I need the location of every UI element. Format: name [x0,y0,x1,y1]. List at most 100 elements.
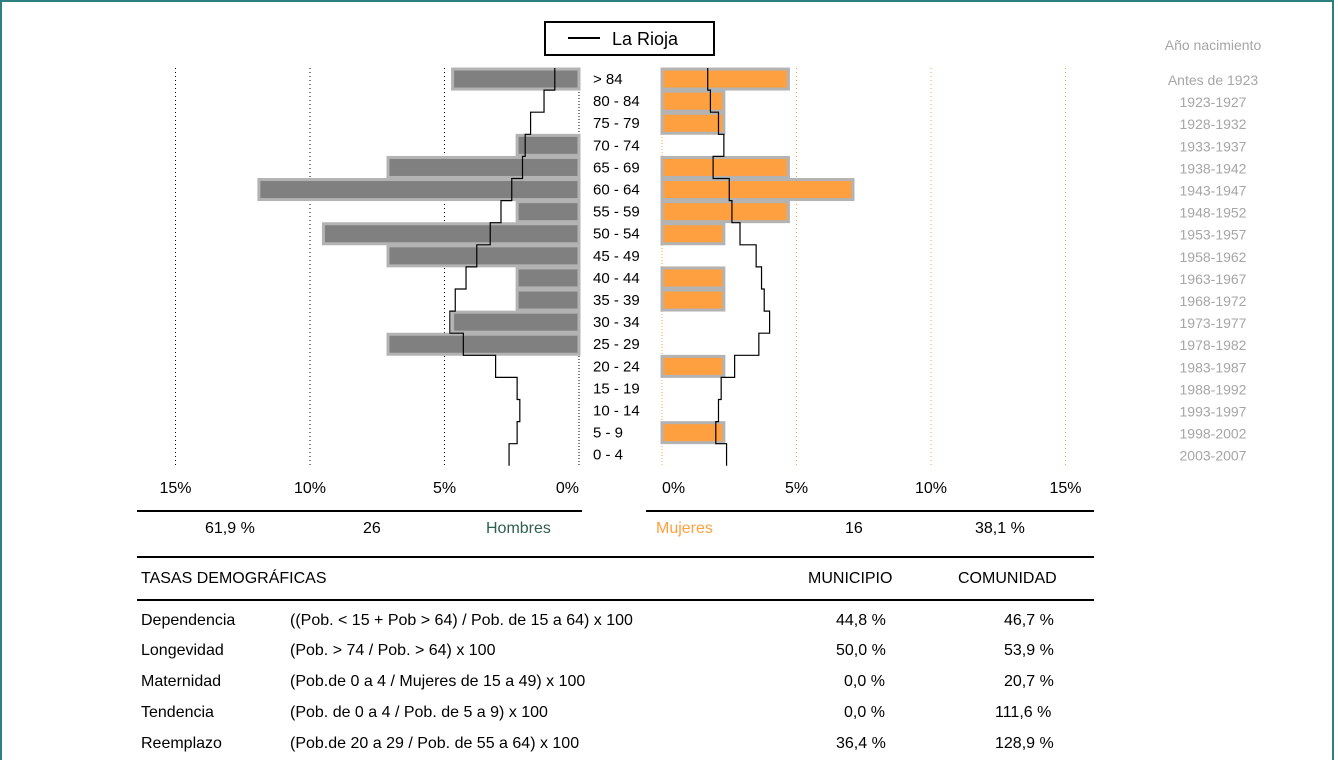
age-group-label: 45 - 49 [593,248,640,265]
rate-comunidad: 46,7 % [1004,612,1054,629]
reference-outline [449,68,771,466]
male-bar [386,332,581,356]
birth-year-label: 1938-1942 [1180,160,1247,176]
rate-comunidad: 111,6 % [995,704,1052,721]
rate-municipio: 0,0 % [844,704,885,721]
birth-year-label: 1953-1957 [1180,227,1247,243]
age-group-label: 15 - 19 [593,380,640,397]
male-bar [451,67,581,91]
x-tick-left: 15% [159,480,191,497]
female-bars [660,67,855,445]
age-group-label: 10 - 14 [593,403,640,420]
reference-line-hombres [449,68,556,466]
rate-formula: (Pob.de 0 a 4 / Mujeres de 15 a 49) x 10… [290,673,586,690]
rate-municipio: 36,4 % [836,735,886,752]
male-bar [257,178,581,202]
x-tick-left: 0% [556,480,579,497]
male-bars [257,67,581,356]
age-group-label: 80 - 84 [593,93,640,110]
birth-year-label: Antes de 1923 [1168,72,1259,88]
male-bar [451,310,581,334]
female-bar [660,222,726,246]
birth-year-list: Antes de 1923 1923-1927 1928-1932 1933-1937… [1168,72,1259,464]
birth-year-label: 1988-1992 [1180,381,1247,397]
birth-year-label: 1998-2002 [1180,426,1247,442]
birth-year-title: Año nacimiento [1165,37,1262,53]
rate-formula: (Pob.de 20 a 29 / Pob. de 55 a 64) x 100 [290,735,580,752]
rates-col-comunidad: COMUNIDAD [958,570,1057,587]
age-group-label: 65 - 69 [593,159,640,176]
rates-col-municipio: MUNICIPIO [808,570,893,587]
rate-name: Longevidad [141,642,224,659]
rate-comunidad: 128,9 % [995,735,1054,752]
rates-top-line [137,556,1094,558]
rate-municipio: 44,8 % [836,612,886,629]
birth-year-label: 1993-1997 [1180,404,1247,420]
rate-comunidad: 20,7 % [1004,673,1054,690]
rate-name: Dependencia [141,612,236,629]
birth-year-label: 1943-1947 [1180,183,1247,199]
rates-header-line [137,599,1094,601]
reference-line-mujeres [707,68,771,466]
female-bar [660,67,790,91]
hombres-label: Hombres [486,520,551,537]
male-bar [515,200,581,224]
female-bar [660,200,790,224]
age-group-label: 30 - 34 [593,314,640,331]
rate-municipio: 0,0 % [844,673,885,690]
rate-name: Maternidad [141,673,222,690]
rate-formula: (Pob. de 0 a 4 / Pob. de 5 a 9) x 100 [290,704,548,721]
age-group-label: 55 - 59 [593,204,640,221]
age-group-label: 40 - 44 [593,270,640,287]
male-bar [386,244,581,268]
x-tick-left: 5% [433,480,456,497]
age-group-label: 5 - 9 [593,425,623,442]
rate-formula: ((Pob. < 15 + Pob > 64) / Pob. de 15 a 6… [290,612,633,629]
male-bar [321,222,581,246]
birth-year-label: 2003-2007 [1180,448,1247,464]
female-bar [660,111,726,135]
hombres-percent: 61,9 % [205,520,255,537]
female-bar [660,421,726,445]
birth-year-label: 1973-1977 [1180,315,1247,331]
totals-line-right [646,510,1094,512]
female-bar [660,288,726,312]
rate-name: Reemplazo [141,735,222,752]
rate-name: Tendencia [141,704,214,721]
x-tick-left: 10% [294,480,326,497]
age-group-label: 20 - 24 [593,358,640,375]
age-group-label: 0 - 4 [593,447,623,464]
male-bar [386,155,581,179]
axis-tick-labels: 15% 10% 5% 0% 0% 5% 10% 15% [159,480,1081,497]
birth-year-label: 1968-1972 [1180,293,1247,309]
birth-year-label: 1978-1982 [1180,337,1247,353]
mujeres-label: Mujeres [656,520,713,537]
male-bar [515,133,581,157]
legend-label: La Rioja [612,29,679,49]
birth-year-label: 1958-1962 [1180,249,1247,265]
x-tick-right: 10% [915,480,947,497]
female-bar [660,266,726,290]
mujeres-count: 16 [845,520,863,537]
female-bar [660,354,726,378]
age-group-label: 50 - 54 [593,226,640,243]
mujeres-percent: 38,1 % [975,520,1025,537]
age-group-labels: > 84 80 - 84 75 - 79 70 - 74 65 - 69 60 - 64 5… [593,71,640,464]
female-bar [660,155,790,179]
birth-year-label: 1928-1932 [1180,116,1247,132]
age-group-label: 35 - 39 [593,292,640,309]
male-bar [515,288,581,312]
birth-year-label: 1983-1987 [1180,359,1247,375]
totals-line-left [137,510,582,512]
rate-formula: (Pob. > 74 / Pob. > 64) x 100 [290,642,496,659]
x-tick-right: 15% [1049,480,1081,497]
birth-year-label: 1923-1927 [1180,94,1247,110]
age-group-label: 75 - 79 [593,115,640,132]
birth-year-label: 1933-1937 [1180,138,1247,154]
age-group-label: > 84 [593,71,623,88]
birth-year-label: 1948-1952 [1180,205,1247,221]
rate-comunidad: 53,9 % [1004,642,1054,659]
age-group-label: 60 - 64 [593,182,640,199]
age-group-label: 70 - 74 [593,137,640,154]
